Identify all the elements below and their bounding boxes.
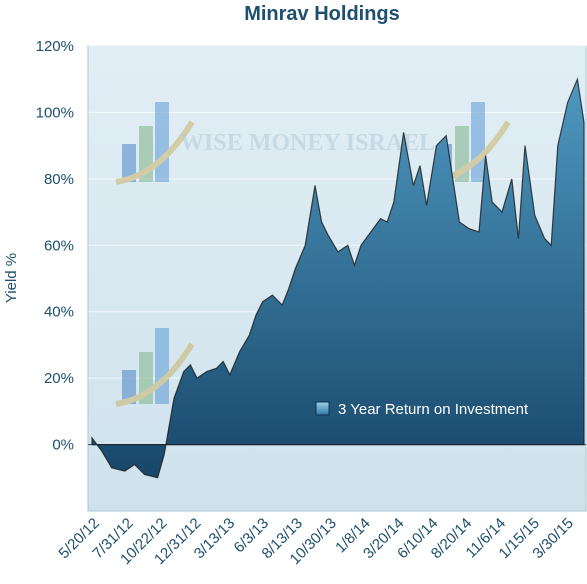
legend-swatch xyxy=(315,401,330,416)
y-tick-label: 120% xyxy=(36,38,74,55)
chart-title: Minrav Holdings xyxy=(244,3,400,25)
y-tick-label: 60% xyxy=(44,237,74,254)
legend-label: 3 Year Return on Investment xyxy=(338,401,529,418)
y-tick-label: 20% xyxy=(44,370,74,387)
y-tick-label: 80% xyxy=(44,171,74,188)
watermark-text: WISE MONEY ISRAEL xyxy=(180,130,435,156)
legend: 3 Year Return on Investment xyxy=(315,401,529,418)
y-tick-label: 100% xyxy=(36,104,74,121)
y-axis: 0% 20% 40% 60% 80% 100% 120% xyxy=(36,38,74,454)
y-tick-label: 0% xyxy=(52,437,74,454)
y-tick-label: 40% xyxy=(44,304,74,321)
series-area xyxy=(91,77,585,479)
y-axis-label: Yield % xyxy=(3,253,20,303)
x-axis: 5/20/127/31/1210/22/1212/31/123/13/136/3… xyxy=(55,515,576,568)
